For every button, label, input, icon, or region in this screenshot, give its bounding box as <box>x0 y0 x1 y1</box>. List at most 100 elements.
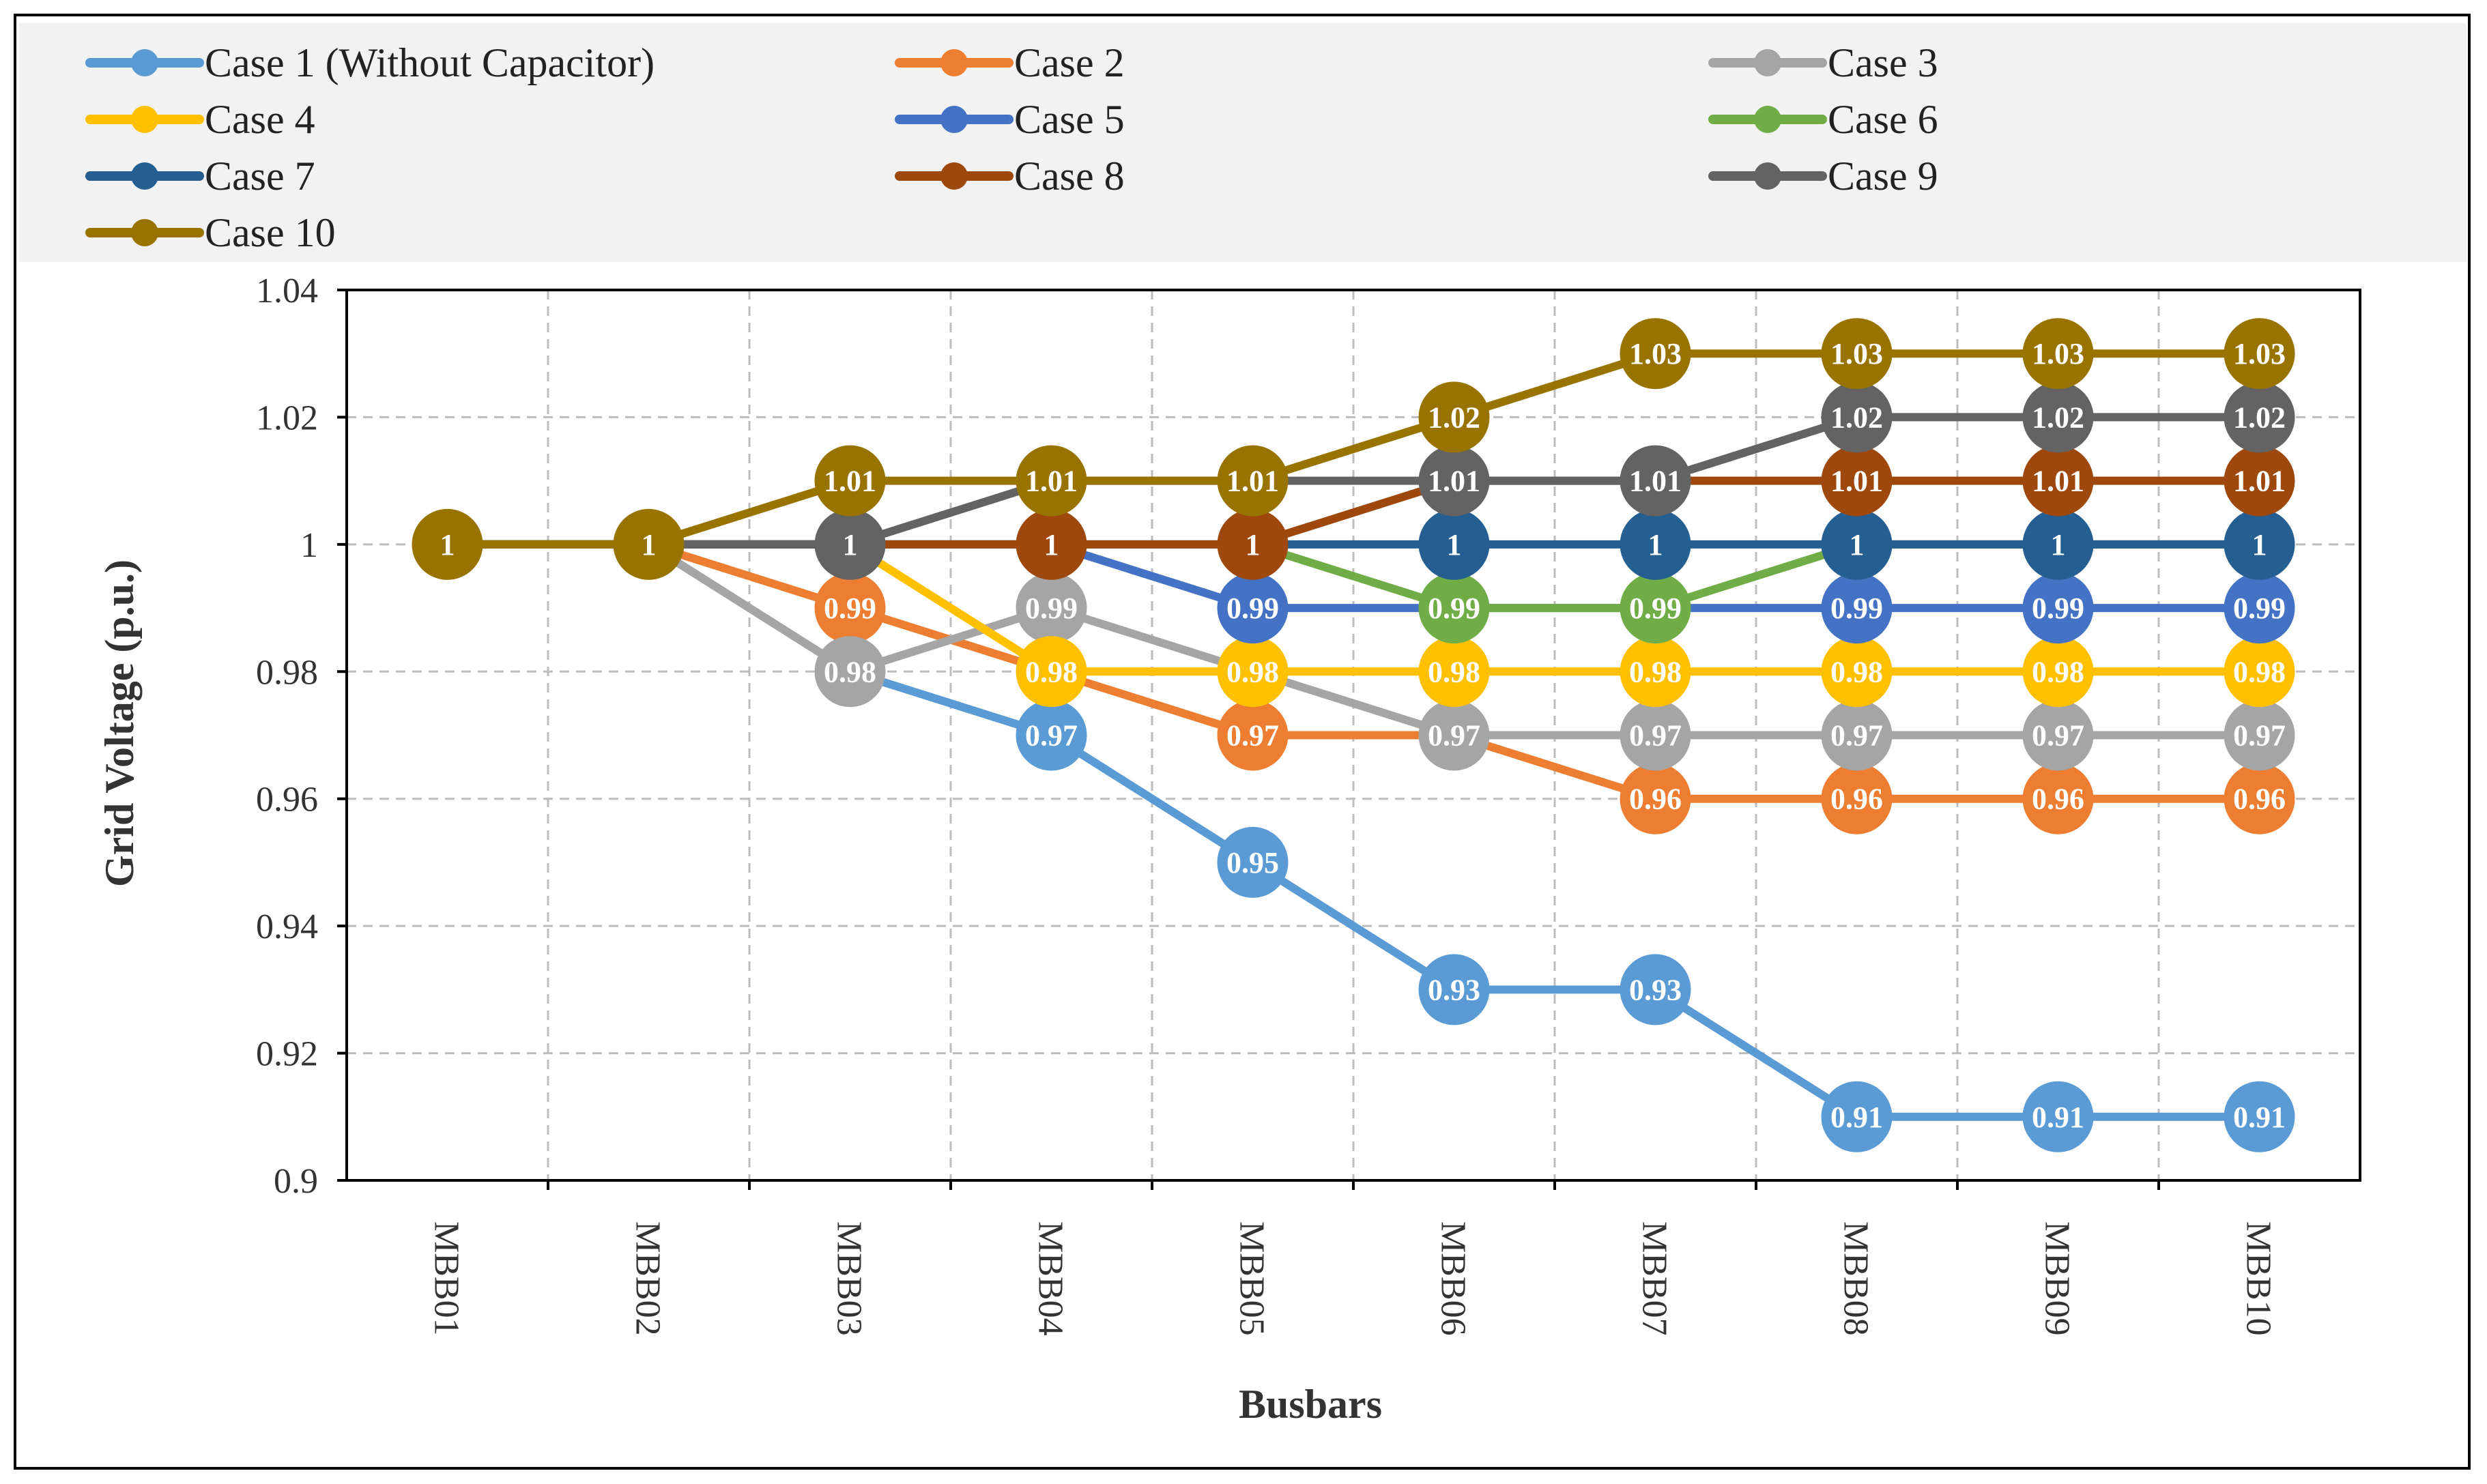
data-point-series-7 <box>2224 508 2295 580</box>
legend-label-7: Case 7 <box>205 154 315 199</box>
legend-label-5: Case 5 <box>1014 97 1125 142</box>
series-line-3 <box>443 540 2264 740</box>
data-label-series-8: 1.01 <box>1830 465 1883 498</box>
data-label-series-3: 0.97 <box>1629 719 1682 753</box>
data-point-series-7 <box>2022 508 2094 580</box>
legend-label-9: Case 9 <box>1828 154 1938 199</box>
y-tick-label: 0.94 <box>256 907 318 946</box>
data-point-series-10 <box>814 445 886 517</box>
data-point-series-2 <box>2022 763 2094 834</box>
data-label-series-9: 1.02 <box>1830 401 1883 434</box>
data-label-series-10: 1.01 <box>1226 465 1279 498</box>
series-line-10 <box>443 349 2264 549</box>
data-point-series-10 <box>1821 318 1893 390</box>
data-point-series-7 <box>1821 508 1893 580</box>
data-point-series-8 <box>1217 508 1289 580</box>
x-tick-label: MBB05 <box>1233 1221 1271 1336</box>
data-point-series-10 <box>1418 381 1490 453</box>
data-label-series-10: 1.03 <box>2032 337 2084 370</box>
data-label-series-9: 1 <box>843 528 858 562</box>
legend-marker-1 <box>131 49 158 76</box>
legend-label-6: Case 6 <box>1828 97 1938 142</box>
data-point-series-8 <box>2224 445 2295 517</box>
x-tick-label: MBB10 <box>2239 1221 2278 1336</box>
data-label-series-10: 1.03 <box>1629 337 1682 370</box>
data-point-series-5 <box>1821 572 1893 644</box>
data-point-series-7 <box>1418 508 1490 580</box>
data-label-series-4: 0.98 <box>2032 655 2084 688</box>
data-point-series-1 <box>1620 954 1691 1025</box>
data-label-series-6: 0.99 <box>1629 592 1682 625</box>
x-tick-label: MBB01 <box>427 1221 466 1336</box>
data-point-series-6 <box>1418 572 1490 644</box>
data-point-series-3 <box>1418 699 1490 771</box>
axes: 0.9 0.92 0.94 0.96 0.98 1 1.02 1.04 MBB01 MBB02 MB… <box>256 272 2361 1336</box>
data-label-series-8: 1 <box>1246 528 1261 562</box>
data-label-series-10: 1 <box>440 528 455 562</box>
data-label-series-2: 0.99 <box>824 592 876 625</box>
legend-label-8: Case 8 <box>1014 154 1125 199</box>
data-point-series-5 <box>1217 572 1289 644</box>
data-point-series-1 <box>1418 954 1490 1025</box>
legend-marker-5 <box>940 106 968 133</box>
data-point-series-4 <box>2022 636 2094 708</box>
plot-area-border <box>345 289 2361 1182</box>
data-point-series-2 <box>814 572 886 644</box>
data-label-series-3: 0.97 <box>2233 719 2286 753</box>
data-point-series-10 <box>2224 318 2295 390</box>
data-point-series-9 <box>814 508 886 580</box>
x-axis-title: Busbars <box>1239 1382 1382 1427</box>
legend-marker-4 <box>131 106 158 133</box>
data-label-series-10: 1.02 <box>1428 401 1480 434</box>
data-point-series-1 <box>1217 826 1289 898</box>
data-point-series-1 <box>2224 1081 2295 1152</box>
data-label-series-10: 1.01 <box>1025 465 1078 498</box>
data-point-series-5 <box>2224 572 2295 644</box>
data-label-series-1: 0.91 <box>2032 1101 2084 1134</box>
data-label-series-4: 0.98 <box>1025 655 1078 688</box>
data-label-series-2: 0.96 <box>2032 783 2084 816</box>
data-point-series-4 <box>1620 636 1691 708</box>
legend-marker-9 <box>1754 162 1781 190</box>
data-point-series-9 <box>1418 445 1490 517</box>
legend-label-4: Case 4 <box>205 97 315 142</box>
y-tick-label: 0.9 <box>274 1162 318 1201</box>
y-tick-label: 0.98 <box>256 653 318 692</box>
data-label-series-7: 1 <box>1850 528 1865 562</box>
data-label-series-1: 0.93 <box>1629 973 1682 1006</box>
data-point-series-3 <box>2224 699 2295 771</box>
series-line-2 <box>443 540 2264 803</box>
legend-background <box>19 23 2467 262</box>
legend-marker-10 <box>131 219 158 246</box>
data-point-series-4 <box>1217 636 1289 708</box>
data-point-series-6 <box>1620 572 1691 644</box>
data-label-series-2: 0.97 <box>1226 719 1279 753</box>
data-point-series-3 <box>1620 699 1691 771</box>
data-label-series-2: 0.96 <box>1629 783 1682 816</box>
data-point-series-2 <box>1620 763 1691 834</box>
data-label-series-10: 1.01 <box>824 465 876 498</box>
data-label-series-7: 1 <box>1648 528 1663 562</box>
data-point-series-9 <box>1620 445 1691 517</box>
data-label-series-5: 0.99 <box>1830 592 1883 625</box>
data-point-series-2 <box>1217 699 1289 771</box>
series-lines <box>443 349 2264 1121</box>
data-point-series-10 <box>1217 445 1289 517</box>
data-point-series-9 <box>2224 381 2295 453</box>
data-point-series-8 <box>1821 445 1893 517</box>
y-tick-label: 1.04 <box>256 272 318 310</box>
data-label-series-7: 1 <box>2051 528 2066 562</box>
data-label-series-4: 0.98 <box>2233 655 2286 688</box>
data-label-series-3: 0.97 <box>2032 719 2084 753</box>
legend-label-1: Case 1 (Without Capacitor) <box>205 40 655 85</box>
data-point-series-4 <box>1016 636 1087 708</box>
series-markers: 0.97 0.95 0.93 0.93 0.91 0.91 0.91 0.99 0.97 0.96… <box>412 318 2295 1152</box>
legend-marker-8 <box>940 162 968 190</box>
data-label-series-7: 1 <box>1447 528 1462 562</box>
data-point-series-1 <box>1016 699 1087 771</box>
x-tick-label: MBB07 <box>1635 1221 1674 1336</box>
data-label-series-3: 0.97 <box>1428 719 1480 753</box>
data-label-series-4: 0.98 <box>1629 655 1682 688</box>
y-tick-label: 1 <box>300 526 318 565</box>
data-label-series-9: 1.02 <box>2233 401 2286 434</box>
